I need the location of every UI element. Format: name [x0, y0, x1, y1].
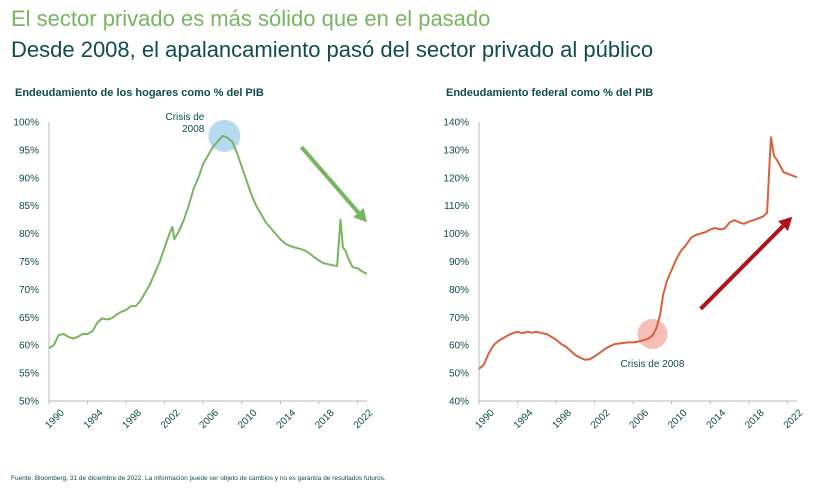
- series-line: [478, 136, 798, 370]
- y-tick-label: 60%: [19, 341, 39, 352]
- trend-arrow-shaft: [299, 145, 360, 214]
- y-tick-label: 70%: [19, 285, 39, 296]
- y-tick-label: 95%: [19, 145, 39, 156]
- y-tick-label: 55%: [19, 369, 39, 380]
- source-footnote: Fuente: Bloomberg, 31 de diciembre de 20…: [11, 475, 386, 482]
- left-chart-title: Endeudamiento de los hogares como % del …: [15, 87, 264, 99]
- y-tick-label: 130%: [443, 145, 469, 156]
- x-tick-label: 2022: [352, 407, 376, 431]
- y-tick-label: 80%: [19, 229, 39, 240]
- y-tick-label: 120%: [443, 173, 469, 184]
- crisis-annotation-label: Crisis de 2008: [620, 359, 684, 370]
- x-tick-label: 2006: [198, 407, 222, 431]
- trend-arrow-head: [353, 208, 367, 223]
- y-tick-label: 40%: [449, 397, 469, 408]
- x-tick-label: 2014: [705, 407, 729, 431]
- y-tick-label: 140%: [443, 118, 469, 129]
- x-tick-label: 2018: [743, 407, 767, 431]
- trend-arrow-head: [778, 216, 793, 231]
- main-title: El sector privado es más sólido que en e…: [11, 6, 491, 31]
- household-debt-chart: 50% 55% 60% 65% 70% 75% 80% 85% 90% 95% 100% 1990 19…: [13, 112, 376, 431]
- y-tick-label: 60%: [449, 341, 469, 352]
- y-tick-label: 90%: [19, 173, 39, 184]
- series-line: [48, 134, 368, 349]
- x-tick-label: 1990: [43, 407, 67, 431]
- crisis-annotation-label: Crisis de: [165, 112, 204, 123]
- y-tick-label: 70%: [449, 313, 469, 324]
- y-tick-label: 100%: [13, 118, 39, 129]
- main-subtitle: Desde 2008, el apalancamiento pasó del s…: [11, 37, 654, 62]
- y-tick-label: 75%: [19, 257, 39, 268]
- y-tick-label: 100%: [443, 229, 469, 240]
- x-tick-label: 2014: [275, 407, 299, 431]
- right-chart-title: Endeudamiento federal como % del PIB: [446, 87, 654, 99]
- x-tick-label: 1998: [550, 407, 574, 431]
- y-tick-label: 50%: [449, 369, 469, 380]
- y-tick-label: 110%: [444, 201, 469, 212]
- x-tick-label: 1994: [82, 407, 106, 431]
- x-tick-label: 2006: [628, 407, 652, 431]
- y-tick-label: 50%: [19, 397, 39, 408]
- x-tick-label: 2002: [159, 407, 183, 431]
- x-tick-label: 2002: [589, 407, 613, 431]
- y-tick-label: 85%: [19, 201, 39, 212]
- x-tick-label: 2018: [313, 407, 337, 431]
- crisis-annotation-label: 2008: [182, 124, 205, 135]
- y-tick-label: 90%: [449, 257, 469, 268]
- x-tick-label: 2022: [782, 407, 806, 431]
- x-tick-label: 1990: [473, 407, 497, 431]
- x-tick-label: 2010: [666, 407, 690, 431]
- x-tick-label: 2010: [236, 407, 260, 431]
- trend-arrow-shaft: [699, 224, 785, 311]
- y-tick-label: 65%: [19, 313, 39, 324]
- federal-debt-chart: 40% 50% 60% 70% 80% 90% 100% 110% 120% 130% 140% 19…: [443, 118, 806, 432]
- x-tick-label: 1998: [120, 407, 144, 431]
- y-tick-label: 80%: [449, 285, 469, 296]
- x-tick-label: 1994: [512, 407, 536, 431]
